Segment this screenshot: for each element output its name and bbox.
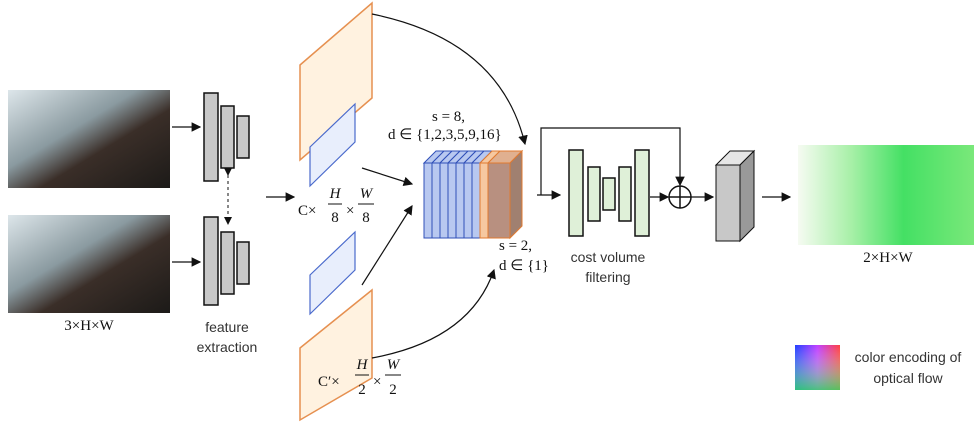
label: d ∈ {1} bbox=[499, 258, 549, 274]
text: W bbox=[360, 186, 374, 202]
text: 8 bbox=[362, 210, 370, 226]
text: 2 bbox=[389, 382, 397, 398]
diagram: 3×H×W feature extraction C× H 8 × W 8 C′… bbox=[0, 0, 974, 425]
text: × bbox=[346, 203, 354, 219]
label: cost volume bbox=[571, 249, 646, 265]
label: extraction bbox=[197, 339, 258, 355]
volume-slice bbox=[464, 163, 472, 238]
text: W bbox=[387, 357, 401, 373]
input-size: 3×H×W bbox=[64, 318, 114, 334]
text: H bbox=[356, 357, 369, 373]
label: feature bbox=[205, 319, 249, 335]
volume-slice bbox=[440, 163, 448, 238]
label: d ∈ {1,2,3,5,9,16} bbox=[388, 127, 502, 143]
volume-slice bbox=[480, 163, 488, 238]
label: optical flow bbox=[873, 370, 943, 386]
volume-slice bbox=[448, 163, 456, 238]
volume-slice bbox=[424, 163, 432, 238]
label: s = 2, bbox=[499, 238, 532, 254]
volume-slice bbox=[488, 163, 510, 238]
label: filtering bbox=[585, 269, 630, 285]
input-image bbox=[8, 90, 170, 188]
volume-slice bbox=[456, 163, 464, 238]
label: s = 8, bbox=[432, 109, 465, 125]
text: 2 bbox=[358, 382, 366, 398]
text: C× bbox=[298, 203, 316, 219]
cost-volume bbox=[424, 151, 522, 238]
volume-slice bbox=[510, 151, 522, 238]
text: × bbox=[373, 374, 381, 390]
text: H bbox=[329, 186, 342, 202]
coarse-features: C× H 8 × W 8 bbox=[298, 186, 374, 226]
volume-slice bbox=[472, 163, 480, 238]
text: C′× bbox=[318, 374, 340, 390]
input-image bbox=[8, 215, 170, 313]
volume-slice bbox=[432, 163, 440, 238]
label: color encoding of bbox=[855, 349, 962, 365]
output-size: 2×H×W bbox=[863, 250, 913, 266]
text: 8 bbox=[331, 210, 339, 226]
output-flow bbox=[798, 145, 974, 245]
